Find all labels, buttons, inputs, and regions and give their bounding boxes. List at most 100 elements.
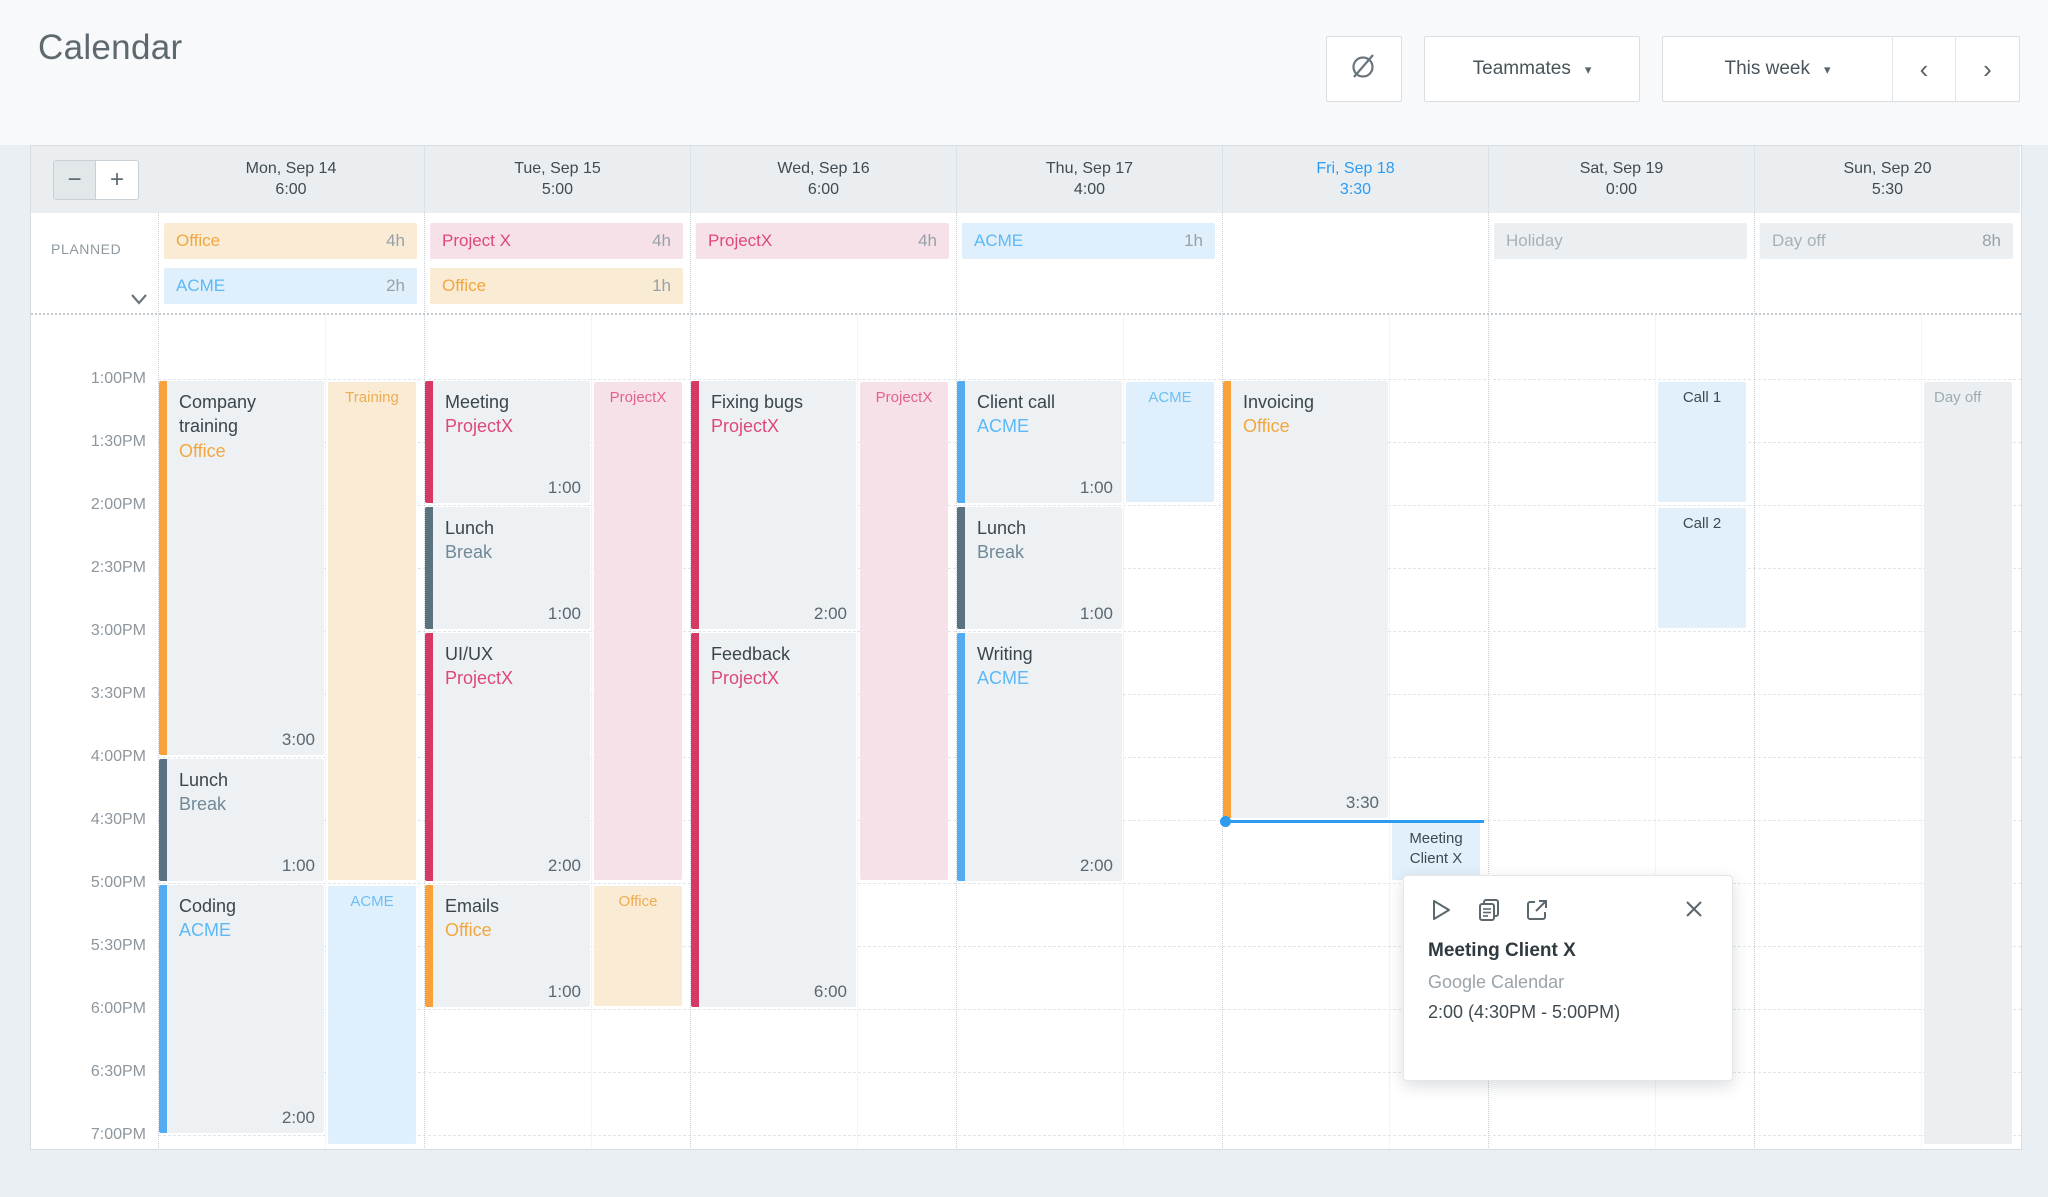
planned-block[interactable]: Meeting Client X xyxy=(1392,823,1480,880)
range-label: This week xyxy=(1724,58,1810,79)
day-header: Thu, Sep 17 4:00 xyxy=(956,146,1222,213)
event-project: ProjectX xyxy=(711,668,780,689)
event-duration: 1:00 xyxy=(547,982,581,1001)
event-duration: 2:00 xyxy=(1079,856,1113,875)
event-title: Writing ACME xyxy=(977,642,1116,691)
prev-week-button[interactable]: ‹ xyxy=(1893,37,1956,101)
time-label: 4:30PM xyxy=(90,811,146,828)
day-column-divider xyxy=(1488,213,1489,1148)
event-project: Office xyxy=(179,440,226,461)
event-block[interactable]: Writing ACME 2:00 xyxy=(957,633,1122,881)
event-title: Lunch Break xyxy=(977,516,1116,565)
event-block[interactable]: Company training Office 3:00 xyxy=(159,381,324,755)
popup-event-title: Meeting Client X xyxy=(1428,940,1576,961)
planned-chip-label: Office xyxy=(442,276,487,295)
time-label: 2:30PM xyxy=(90,559,146,576)
page-title: Calendar xyxy=(38,28,183,67)
planned-block[interactable]: ACME xyxy=(1126,382,1214,502)
day-header-date: Thu, Sep 17 xyxy=(1045,160,1134,177)
time-label: 3:00PM xyxy=(90,622,146,639)
gridline xyxy=(158,379,2021,380)
event-duration: 1:00 xyxy=(1079,478,1113,497)
event-title: Emails Office xyxy=(445,894,584,943)
event-block[interactable]: Feedback ProjectX 6:00 xyxy=(691,633,856,1007)
planned-row-separator xyxy=(31,313,2021,315)
planned-block[interactable]: Office xyxy=(594,886,682,1006)
time-label: 4:00PM xyxy=(90,748,146,765)
event-block[interactable]: Coding ACME 2:00 xyxy=(159,885,324,1133)
event-title: UI/UX ProjectX xyxy=(445,642,584,691)
planned-block[interactable]: Day off xyxy=(1924,382,2012,1144)
event-color-bar xyxy=(1223,381,1231,818)
day-header: Sat, Sep 19 0:00 xyxy=(1488,146,1754,213)
collapse-planned-chevron-icon[interactable] xyxy=(128,291,150,307)
teammates-label: Teammates xyxy=(1472,58,1571,79)
next-week-button[interactable]: › xyxy=(1956,37,2019,101)
event-project: ProjectX xyxy=(711,416,780,437)
slashed-circle-icon xyxy=(1347,49,1381,89)
event-block[interactable]: Invoicing Office 3:30 xyxy=(1223,381,1388,818)
planned-block[interactable]: ProjectX xyxy=(594,382,682,880)
event-color-bar xyxy=(159,885,167,1133)
current-time-dot[interactable] xyxy=(1220,816,1231,827)
event-project: ProjectX xyxy=(445,416,514,437)
event-title: Client call ACME xyxy=(977,390,1116,439)
event-block[interactable]: Fixing bugs ProjectX 2:00 xyxy=(691,381,856,629)
day-header: Tue, Sep 15 5:00 xyxy=(424,146,690,213)
planned-chip-label: ProjectX xyxy=(708,231,773,250)
time-label: 3:30PM xyxy=(90,685,146,702)
day-header: Wed, Sep 16 6:00 xyxy=(690,146,956,213)
popup-event-time: 2:00 (4:30PM - 5:00PM) xyxy=(1428,1002,1621,1022)
chevron-down-icon: ▾ xyxy=(1584,62,1592,77)
event-block[interactable]: UI/UX ProjectX 2:00 xyxy=(425,633,590,881)
event-block[interactable]: Lunch Break 1:00 xyxy=(425,507,590,629)
planned-block[interactable]: Call 1 xyxy=(1658,382,1746,502)
filter-toggle-button[interactable] xyxy=(1326,36,1402,102)
duplicate-icon[interactable] xyxy=(1476,897,1502,923)
planned-block[interactable]: ACME xyxy=(328,886,416,1144)
day-header: Fri, Sep 18 3:30 xyxy=(1222,146,1488,213)
planned-summary-chip: ACME 2h xyxy=(164,268,417,304)
event-title: Company training Office xyxy=(179,390,318,463)
day-header-date: Fri, Sep 18 xyxy=(1316,160,1395,177)
gridline xyxy=(158,883,2021,884)
event-block[interactable]: Emails Office 1:00 xyxy=(425,885,590,1007)
event-duration: 2:00 xyxy=(547,856,581,875)
gridline xyxy=(158,946,2021,947)
planned-summary-chip: Office 1h xyxy=(430,268,683,304)
event-block[interactable]: Lunch Break 1:00 xyxy=(957,507,1122,629)
date-range-group: This week ▾ ‹ › xyxy=(1662,36,2020,102)
popup-toolbar xyxy=(1428,896,1708,924)
event-duration: 1:00 xyxy=(547,604,581,623)
planned-block[interactable]: Training xyxy=(328,382,416,880)
event-project: ACME xyxy=(977,416,1030,437)
play-icon[interactable] xyxy=(1428,897,1454,923)
zoom-out-button[interactable]: − xyxy=(54,161,96,199)
current-time-line xyxy=(1220,816,1484,827)
event-color-bar xyxy=(691,381,699,629)
event-duration: 1:00 xyxy=(281,856,315,875)
open-external-icon[interactable] xyxy=(1524,897,1550,923)
day-header-total: 4:00 xyxy=(1073,181,1106,198)
event-color-bar xyxy=(425,885,433,1007)
planned-area-divider xyxy=(1389,313,1390,1148)
event-block[interactable]: Meeting ProjectX 1:00 xyxy=(425,381,590,503)
range-dropdown[interactable]: This week ▾ xyxy=(1663,37,1893,101)
planned-area-divider xyxy=(857,313,858,1148)
planned-chip-label: Day off xyxy=(1772,231,1826,250)
planned-area-divider xyxy=(325,313,326,1148)
event-block[interactable]: Lunch Break 1:00 xyxy=(159,759,324,881)
event-duration: 3:30 xyxy=(1345,793,1379,812)
day-header-date: Sun, Sep 20 xyxy=(1843,160,1932,177)
planned-block[interactable]: Call 2 xyxy=(1658,508,1746,628)
planned-area-divider xyxy=(1921,313,1922,1148)
planned-block[interactable]: ProjectX xyxy=(860,382,948,880)
event-block[interactable]: Client call ACME 1:00 xyxy=(957,381,1122,503)
teammates-dropdown[interactable]: Teammates ▾ xyxy=(1424,36,1640,102)
zoom-in-button[interactable]: + xyxy=(96,161,138,199)
close-icon[interactable] xyxy=(1682,897,1708,923)
planned-chip-hours: 4h xyxy=(386,231,405,250)
event-title: Meeting ProjectX xyxy=(445,390,584,439)
day-header: Sun, Sep 20 5:30 xyxy=(1754,146,2020,213)
